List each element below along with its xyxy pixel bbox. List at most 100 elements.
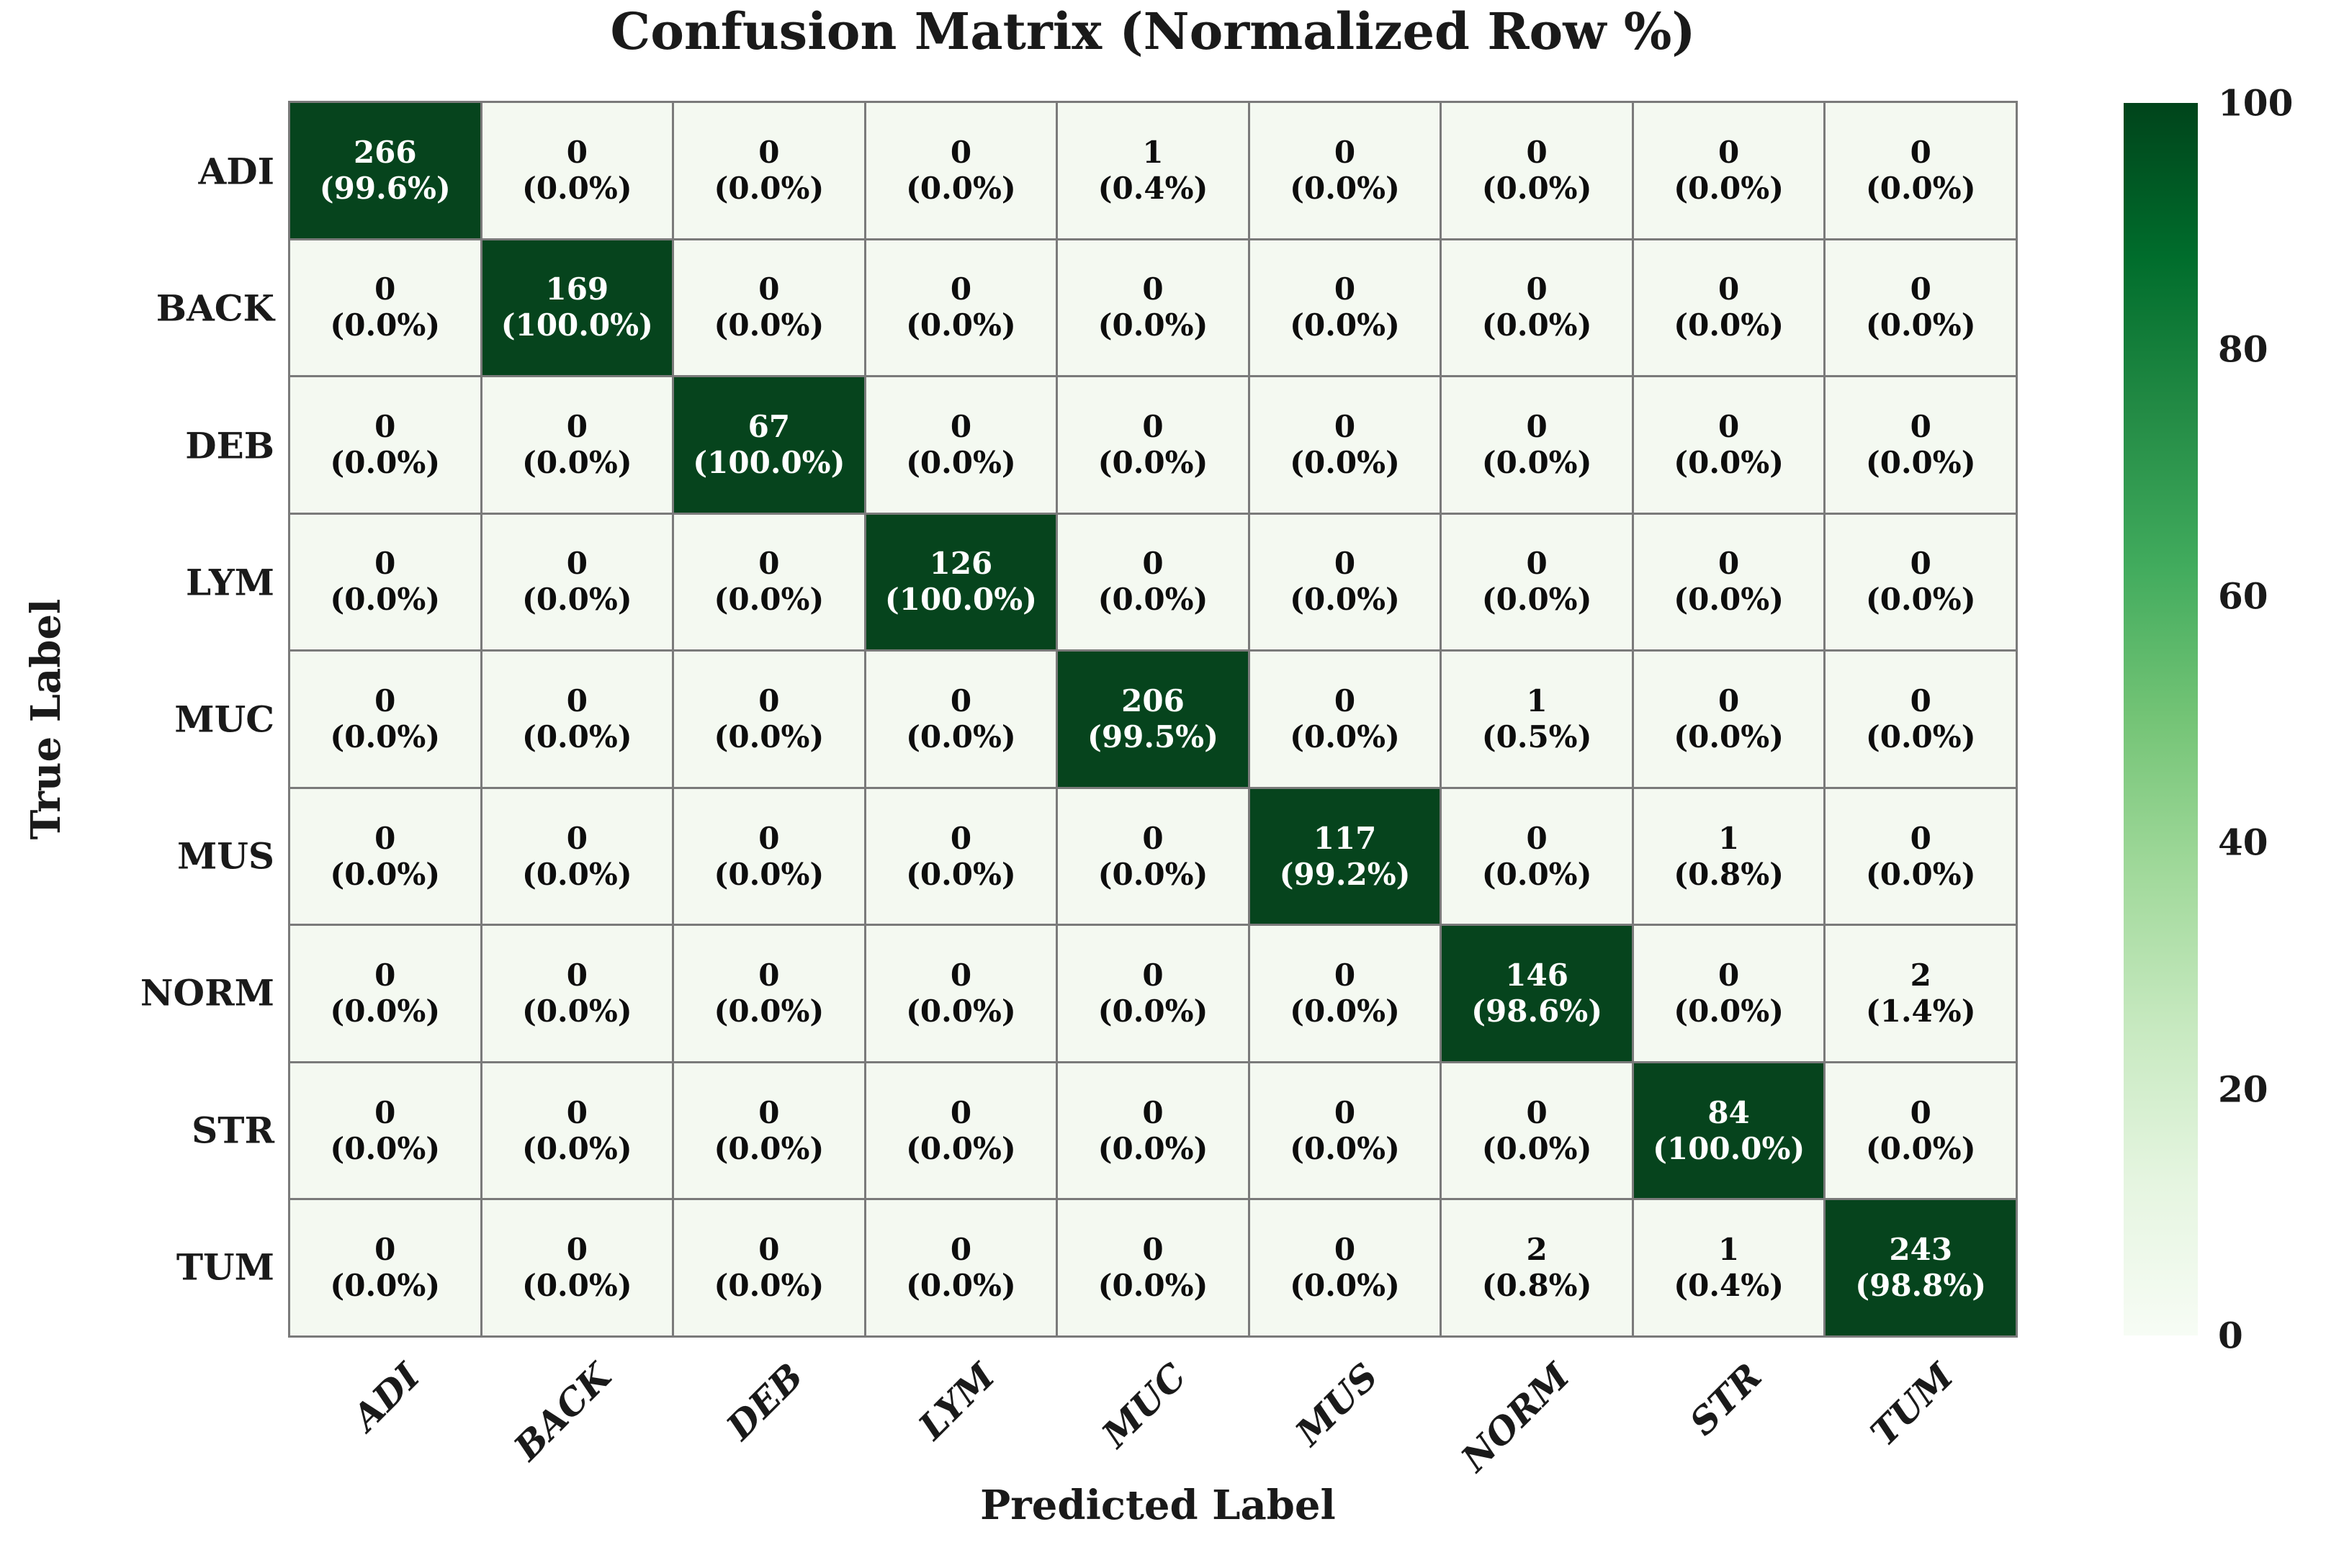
x-tick-label: MUC bbox=[1093, 1355, 1195, 1456]
matrix-cell: 0 (0.0%) bbox=[1058, 1200, 1248, 1335]
cell-percent: (0.0%) bbox=[521, 1130, 632, 1166]
cell-percent: (0.0%) bbox=[1865, 856, 1976, 892]
cell-count: 0 bbox=[1334, 1094, 1356, 1130]
cell-percent: (0.0%) bbox=[1097, 993, 1208, 1029]
cell-count: 146 bbox=[1505, 958, 1568, 993]
cell-count: 0 bbox=[1910, 408, 1931, 444]
cell-percent: (0.8%) bbox=[1481, 1268, 1592, 1304]
cell-percent: (0.0%) bbox=[330, 582, 441, 618]
y-tick-label: ADI bbox=[198, 150, 274, 193]
cell-percent: (100.0%) bbox=[693, 444, 845, 480]
cell-percent: (100.0%) bbox=[884, 582, 1038, 618]
matrix-cell: 0 (0.0%) bbox=[482, 1063, 673, 1199]
matrix-cell: 0 (0.0%) bbox=[1058, 514, 1248, 650]
cell-count: 2 bbox=[1910, 958, 1931, 993]
matrix-cell: 1 (0.4%) bbox=[1058, 103, 1248, 238]
cell-percent: (0.0%) bbox=[1865, 444, 1976, 480]
cell-count: 0 bbox=[1526, 408, 1548, 444]
cell-count: 0 bbox=[758, 820, 780, 856]
cell-percent: (0.0%) bbox=[1097, 307, 1208, 343]
y-tick-label: NORM bbox=[140, 971, 274, 1014]
cell-percent: (0.0%) bbox=[1865, 170, 1976, 206]
matrix-cell: 0 (0.0%) bbox=[1249, 1200, 1440, 1335]
cell-count: 0 bbox=[566, 408, 588, 444]
cell-count: 0 bbox=[1526, 134, 1548, 170]
cell-count: 0 bbox=[1142, 1094, 1164, 1130]
cell-count: 0 bbox=[950, 958, 972, 993]
cell-percent: (0.0%) bbox=[906, 1130, 1016, 1166]
x-axis-title: Predicted Label bbox=[980, 1482, 1336, 1529]
cell-count: 84 bbox=[1707, 1094, 1750, 1130]
matrix-cell: 0 (0.0%) bbox=[1633, 926, 1824, 1061]
matrix-cell: 0 (0.0%) bbox=[1442, 514, 1632, 650]
cell-percent: (0.0%) bbox=[714, 582, 825, 618]
cell-count: 0 bbox=[374, 1232, 396, 1268]
cell-percent: (0.0%) bbox=[521, 444, 632, 480]
cell-count: 1 bbox=[1718, 1232, 1740, 1268]
matrix-cell: 0 (0.0%) bbox=[1826, 103, 2016, 238]
cell-percent: (0.0%) bbox=[906, 444, 1016, 480]
cell-percent: (0.0%) bbox=[1290, 718, 1400, 754]
cell-percent: (0.0%) bbox=[521, 993, 632, 1029]
cell-count: 0 bbox=[1142, 820, 1164, 856]
matrix-cell: 0 (0.0%) bbox=[1058, 926, 1248, 1061]
cell-count: 0 bbox=[1910, 682, 1931, 718]
cell-count: 2 bbox=[1526, 1232, 1548, 1268]
cell-percent: (0.0%) bbox=[906, 993, 1016, 1029]
cell-count: 0 bbox=[1526, 820, 1548, 856]
matrix-cell: 1 (0.8%) bbox=[1633, 788, 1824, 924]
matrix-cell: 0 (0.0%) bbox=[1249, 377, 1440, 513]
cell-count: 0 bbox=[950, 134, 972, 170]
colorbar-tick-label: 0 bbox=[2218, 1314, 2243, 1357]
y-tick-label: DEB bbox=[185, 424, 274, 467]
cell-percent: (0.0%) bbox=[714, 170, 825, 206]
matrix-cell: 0 (0.0%) bbox=[482, 103, 673, 238]
matrix-cell: 0 (0.0%) bbox=[866, 1063, 1056, 1199]
matrix-cell: 0 (0.0%) bbox=[674, 926, 864, 1061]
cell-percent: (0.0%) bbox=[1290, 170, 1400, 206]
matrix-cell: 0 (0.0%) bbox=[1058, 377, 1248, 513]
matrix-cell: 0 (0.0%) bbox=[482, 514, 673, 650]
matrix-cell: 0 (0.0%) bbox=[1249, 652, 1440, 787]
cell-percent: (0.0%) bbox=[714, 993, 825, 1029]
cell-count: 0 bbox=[1526, 1094, 1548, 1130]
matrix-cell: 0 (0.0%) bbox=[1442, 1063, 1632, 1199]
cell-count: 0 bbox=[1718, 546, 1740, 582]
cell-count: 0 bbox=[950, 682, 972, 718]
matrix-cell: 126 (100.0%) bbox=[866, 514, 1056, 650]
matrix-cell: 0 (0.0%) bbox=[1249, 926, 1440, 1061]
cell-count: 0 bbox=[1142, 1232, 1164, 1268]
cell-count: 0 bbox=[1718, 682, 1740, 718]
cell-percent: (0.0%) bbox=[1865, 718, 1976, 754]
cell-count: 0 bbox=[1910, 134, 1931, 170]
matrix-cell: 0 (0.0%) bbox=[290, 377, 480, 513]
cell-count: 266 bbox=[353, 134, 417, 170]
cell-percent: (0.0%) bbox=[1097, 1130, 1208, 1166]
matrix-cell: 0 (0.0%) bbox=[1442, 103, 1632, 238]
matrix-cell: 0 (0.0%) bbox=[674, 514, 864, 650]
cell-count: 0 bbox=[566, 546, 588, 582]
cell-percent: (0.0%) bbox=[1097, 1268, 1208, 1304]
colorbar-tick-label: 20 bbox=[2218, 1068, 2268, 1111]
matrix-cell: 0 (0.0%) bbox=[1826, 240, 2016, 376]
matrix-cell: 0 (0.0%) bbox=[290, 240, 480, 376]
matrix-cell: 0 (0.0%) bbox=[674, 788, 864, 924]
cell-count: 0 bbox=[566, 958, 588, 993]
cell-percent: (0.0%) bbox=[906, 1268, 1016, 1304]
matrix-cell: 0 (0.0%) bbox=[1826, 377, 2016, 513]
cell-count: 0 bbox=[950, 1094, 972, 1130]
matrix-cell: 0 (0.0%) bbox=[1249, 240, 1440, 376]
matrix-cell: 1 (0.5%) bbox=[1442, 652, 1632, 787]
matrix-cell: 0 (0.0%) bbox=[1058, 788, 1248, 924]
matrix-cell: 0 (0.0%) bbox=[1442, 377, 1632, 513]
matrix-cell: 0 (0.0%) bbox=[290, 514, 480, 650]
matrix-cell: 0 (0.0%) bbox=[1826, 788, 2016, 924]
cell-percent: (0.8%) bbox=[1674, 856, 1784, 892]
cell-count: 0 bbox=[1142, 271, 1164, 307]
cell-count: 0 bbox=[1334, 271, 1356, 307]
cell-percent: (0.0%) bbox=[330, 718, 441, 754]
cell-percent: (0.0%) bbox=[714, 1130, 825, 1166]
cell-count: 0 bbox=[566, 134, 588, 170]
matrix-cell: 2 (0.8%) bbox=[1442, 1200, 1632, 1335]
matrix-cell: 0 (0.0%) bbox=[674, 652, 864, 787]
